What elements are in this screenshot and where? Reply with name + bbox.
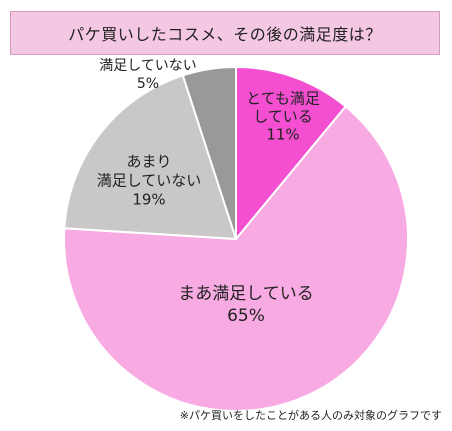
slice-label-3-line-0: 満足していない xyxy=(99,58,197,74)
slice-label-0-line-2: 11% xyxy=(266,126,299,144)
slice-label-0-line-0: とても満足 xyxy=(246,90,320,108)
slice-label-1-line-1: 65% xyxy=(227,306,265,326)
pie-slice-2 xyxy=(63,74,238,241)
pie-slice-3 xyxy=(181,65,237,240)
slice-label-3-line-1: 5% xyxy=(137,76,159,92)
slice-label-2-line-1: 満足していない xyxy=(97,172,202,190)
chart-title: パケ買いしたコスメ、その後の満足度は？ xyxy=(68,25,382,44)
slice-label-1-line-0: まあ満足している xyxy=(178,284,314,304)
pie-slice-0 xyxy=(235,65,348,242)
pie-slice-1 xyxy=(63,105,410,412)
chart-title-box: パケ買いしたコスメ、その後の満足度は？ xyxy=(10,11,440,55)
slice-label-0-line-1: している xyxy=(253,108,313,126)
slice-label-2-line-2: 19% xyxy=(132,191,165,209)
chart-footnote: ※パケ買いをしたことがある人のみ対象のグラフです xyxy=(179,409,442,422)
slice-label-2-line-0: あまり xyxy=(126,153,171,171)
